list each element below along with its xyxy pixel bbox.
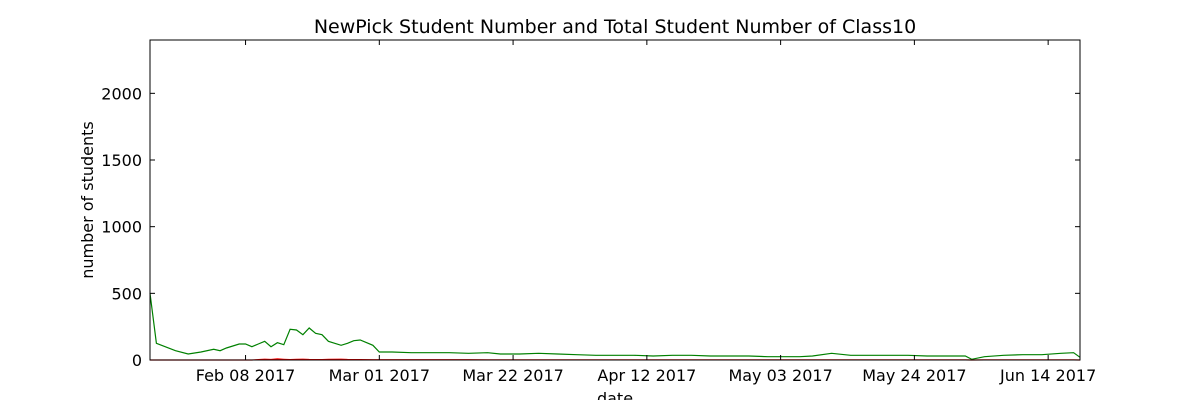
y-axis-label: number of students bbox=[78, 121, 97, 279]
x-tick-label: Apr 12 2017 bbox=[597, 366, 696, 385]
x-axis-label: date bbox=[597, 389, 633, 400]
x-tick-label: Mar 01 2017 bbox=[329, 366, 430, 385]
x-tick-label: Jun 14 2017 bbox=[999, 366, 1096, 385]
y-tick-label: 2000 bbox=[101, 84, 142, 103]
series-layer bbox=[149, 293, 1081, 361]
y-tick-label: 1500 bbox=[101, 151, 142, 170]
x-tick-label: Mar 22 2017 bbox=[462, 366, 563, 385]
y-tick-label: 500 bbox=[111, 284, 142, 303]
plot-frame bbox=[149, 39, 1081, 361]
ticks-layer: 0 500 1000 1500 2000 Feb 08 2017 Mar 01 2017 Ma… bbox=[101, 40, 1096, 385]
series-line-0 bbox=[149, 293, 1081, 360]
x-tick-label: May 24 2017 bbox=[862, 366, 966, 385]
y-tick-label: 1000 bbox=[101, 218, 142, 237]
x-tick-label: May 03 2017 bbox=[728, 366, 832, 385]
y-tick-label: 0 bbox=[132, 351, 142, 370]
chart-title: NewPick Student Number and Total Student… bbox=[314, 16, 916, 38]
x-tick-label: Feb 08 2017 bbox=[196, 366, 296, 385]
